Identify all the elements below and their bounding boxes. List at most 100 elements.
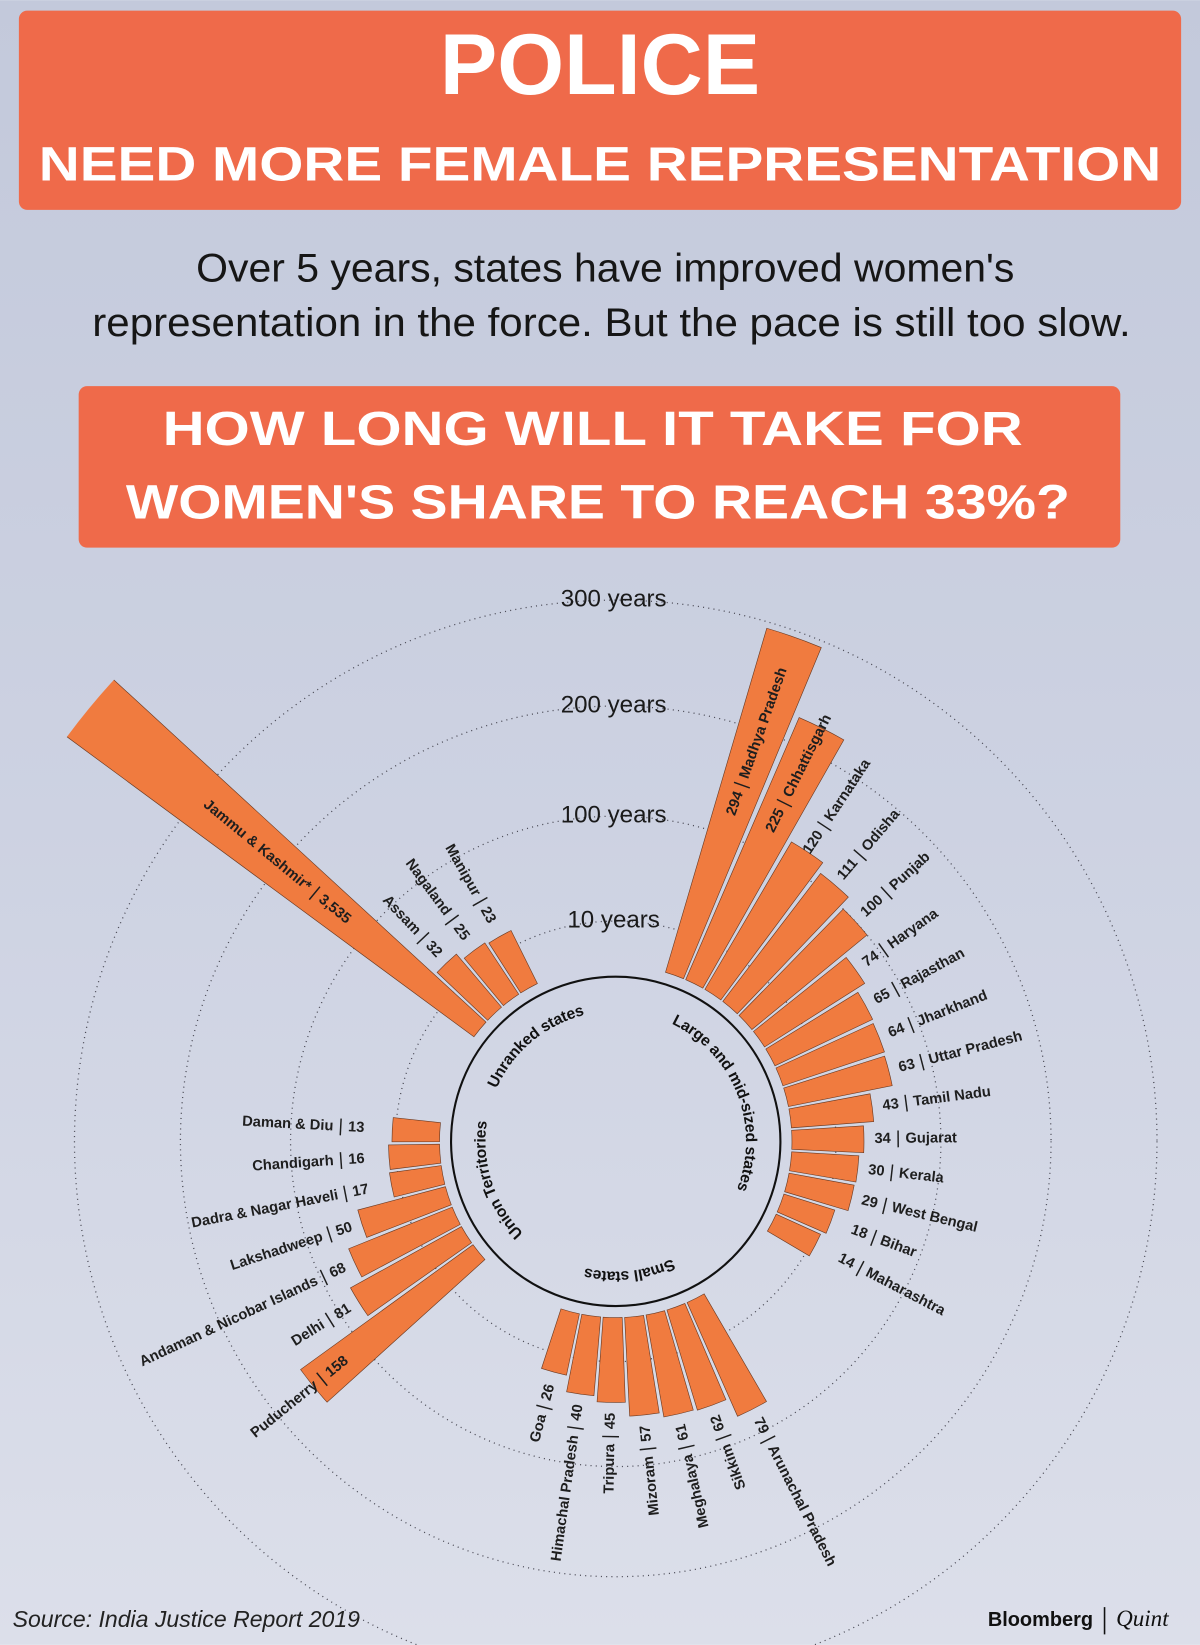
bar	[791, 1125, 865, 1153]
r-tick-label: 300 years	[561, 585, 667, 612]
value-label: 34	[874, 1131, 891, 1147]
bar	[624, 1315, 660, 1417]
bar	[766, 1213, 822, 1257]
label-separator	[339, 1118, 342, 1136]
label-separator	[891, 981, 901, 998]
value-label: 25	[450, 921, 473, 944]
label-separator	[776, 798, 793, 808]
label-separator	[855, 1260, 865, 1277]
bar	[357, 1186, 452, 1238]
bar	[765, 991, 874, 1067]
brand-name: Quint	[1116, 1605, 1169, 1631]
label-separator	[678, 1444, 695, 1450]
grid-ring	[289, 815, 942, 1468]
label-separator	[715, 1433, 732, 1441]
source: Source: India Justice Report 2019	[13, 1606, 361, 1632]
label-separator	[904, 1094, 908, 1112]
bar	[788, 1093, 875, 1129]
value-label: 68	[327, 1260, 349, 1281]
label-separator	[919, 1053, 925, 1071]
bar	[488, 930, 538, 994]
bar	[388, 1143, 442, 1170]
bar	[389, 1165, 446, 1198]
label-separator	[870, 1229, 878, 1246]
question-box	[78, 386, 1121, 548]
label-separator	[316, 1372, 328, 1387]
grid-ring	[74, 599, 1158, 1645]
value-label: 30	[867, 1162, 885, 1180]
bar-label: 45 Tripura	[601, 1413, 619, 1494]
value-label: 294	[724, 789, 748, 818]
bar	[436, 953, 502, 1021]
grid-ring	[179, 705, 1052, 1578]
hub	[450, 975, 782, 1308]
bar-label: 26 Goa	[527, 1382, 559, 1445]
label-separator	[536, 1404, 553, 1411]
bar	[685, 717, 845, 989]
bar	[665, 627, 822, 980]
category-label: Mizoram	[641, 1455, 663, 1516]
bar	[775, 1023, 885, 1087]
bar	[753, 956, 866, 1048]
bar	[776, 1193, 836, 1234]
category-label: Tripura	[601, 1443, 618, 1494]
category-label: Daman & Diu	[242, 1114, 334, 1135]
title: POLICE	[440, 17, 760, 113]
value-label: 61	[673, 1422, 692, 1442]
bar	[596, 1316, 626, 1403]
bar	[541, 1308, 580, 1376]
label-separator	[343, 1185, 348, 1203]
r-tick-label: 200 years	[561, 691, 667, 718]
bar	[686, 1293, 767, 1417]
value-label: 43	[882, 1096, 900, 1114]
bar-label: 57 Mizoram	[638, 1425, 663, 1517]
bar	[350, 1226, 472, 1317]
label-separator	[759, 1435, 776, 1445]
bar	[566, 1313, 602, 1397]
value-label: 16	[348, 1151, 365, 1168]
value-label: 23	[477, 904, 499, 926]
bar	[738, 908, 868, 1030]
bar	[300, 1244, 486, 1403]
intro-line: representation in the force. But the pac…	[92, 301, 1130, 345]
bar	[0, 459, 487, 1038]
bar	[666, 1303, 727, 1411]
question-line: HOW LONG WILL IT TAKE FOR	[163, 402, 1023, 456]
bar	[789, 1151, 860, 1183]
value-label: 81	[332, 1301, 354, 1323]
value-label: 26	[539, 1382, 559, 1402]
category-label: Goa	[527, 1412, 550, 1445]
label-separator	[326, 1226, 333, 1243]
bar	[348, 1206, 461, 1278]
r-tick-label: 100 years	[561, 802, 667, 829]
value-label: 63	[897, 1056, 917, 1076]
label-separator	[907, 1016, 915, 1034]
bar-label: 16 Chandigarh	[252, 1151, 365, 1175]
category-label: Chandigarh	[252, 1153, 334, 1175]
value-label: 18	[849, 1222, 870, 1243]
category-label: Kerala	[898, 1166, 945, 1187]
label-separator	[882, 1197, 888, 1215]
label-separator	[444, 914, 460, 926]
question-line: WOMEN'S SHARE TO REACH 33%?	[126, 475, 1070, 529]
label-separator	[319, 1269, 329, 1286]
label-separator	[472, 896, 488, 907]
label-separator	[890, 1164, 894, 1182]
label-separator	[339, 1152, 343, 1170]
bar-label: 30 Kerala	[867, 1162, 945, 1187]
bar	[722, 872, 849, 1015]
label-separator	[733, 781, 751, 789]
r-tick-label: 10 years	[567, 906, 659, 933]
label-separator	[880, 886, 893, 900]
bar-label: 13 Daman & Diu	[242, 1114, 365, 1136]
value-label: 50	[334, 1219, 354, 1239]
bar	[783, 1055, 893, 1107]
value-label: 64	[886, 1020, 908, 1041]
bar	[784, 1172, 855, 1212]
value-label: 45	[603, 1413, 619, 1430]
value-label: 62	[708, 1412, 729, 1433]
category-label: Gujarat	[905, 1130, 957, 1146]
label-separator	[416, 931, 430, 945]
value-label: 57	[638, 1425, 656, 1443]
